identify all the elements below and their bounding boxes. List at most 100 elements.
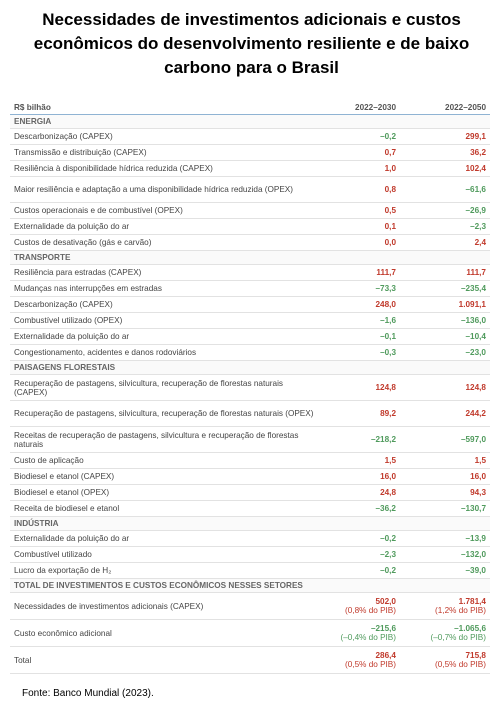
table-row: Biodiesel e etanol (CAPEX) 16,0 16,0 [10, 468, 490, 485]
value-cell: 1.781,4 (1,2% do PIB) [400, 592, 490, 620]
value-cell: 16,0 [400, 468, 490, 485]
table-row: Resiliência para estradas (CAPEX) 111,7 11… [10, 264, 490, 281]
value-cell: 16,0 [320, 468, 400, 485]
value-cell: –0,1 [320, 328, 400, 345]
table-row: Receita de biodiesel e etanol –36,2 –130,7 [10, 500, 490, 517]
value-note: (–0,4% do PIB) [340, 633, 396, 642]
table-row: Recuperação de pastagens, silvicultura, … [10, 400, 490, 427]
value-cell: –26,9 [400, 202, 490, 219]
row-label: Lucro da exportação de H₂ [10, 562, 320, 579]
value-cell: 111,7 [320, 264, 400, 281]
row-label: Total [10, 646, 320, 674]
section-row: TOTAL DE INVESTIMENTOS E CUSTOS ECONÔMIC… [10, 578, 490, 593]
value-cell: –0,3 [320, 344, 400, 361]
row-label: Necessidades de investimentos adicionais… [10, 592, 320, 620]
table-body: ENERGIA Descarbonização (CAPEX) –0,2 299,1 T… [10, 114, 490, 674]
row-label: Biodiesel e etanol (OPEX) [10, 484, 320, 501]
row-label: Maior resiliência e adaptação a uma disp… [10, 176, 320, 203]
value-cell: –0,2 [320, 562, 400, 579]
table-row: Maior resiliência e adaptação a uma disp… [10, 176, 490, 203]
value-cell: 248,0 [320, 296, 400, 313]
value-cell: 0,0 [320, 234, 400, 251]
value-cell: 89,2 [320, 400, 400, 427]
section-title: TRANSPORTE [10, 250, 490, 265]
table-row: Custos operacionais e de combustível (OP… [10, 202, 490, 219]
table-row: Externalidade da poluição do ar 0,1 –2,3 [10, 218, 490, 235]
value: 715,8 [465, 651, 487, 660]
source: Fonte: Banco Mundial (2023). [22, 688, 154, 699]
value-note: (0,5% do PIB) [435, 660, 486, 669]
table-row: Combustível utilizado –2,3 –132,0 [10, 546, 490, 563]
section-row: INDÚSTRIA [10, 516, 490, 531]
section-row: TRANSPORTE [10, 250, 490, 265]
value-cell: 124,8 [320, 374, 400, 401]
value-cell: –23,0 [400, 344, 490, 361]
row-label: Resiliência à disponibilidade hídrica re… [10, 160, 320, 177]
row-label: Biodiesel e etanol (CAPEX) [10, 468, 320, 485]
section-row: ENERGIA [10, 114, 490, 129]
value: –1.065,6 [454, 624, 486, 633]
value-cell: 1.091,1 [400, 296, 490, 313]
value: –215,6 [370, 624, 396, 633]
value: 1.781,4 [458, 597, 486, 606]
value-cell: –132,0 [400, 546, 490, 563]
value-cell: –39,0 [400, 562, 490, 579]
table-row: Descarbonização (CAPEX) 248,0 1.091,1 [10, 296, 490, 313]
header-cell: 2022–2030 [320, 100, 400, 115]
value: 502,0 [375, 597, 397, 606]
value-cell: –36,2 [320, 500, 400, 517]
value-cell: –130,7 [400, 500, 490, 517]
value-cell: –13,9 [400, 530, 490, 547]
section-title: ENERGIA [10, 114, 490, 129]
value-cell: 502,0 (0,8% do PIB) [320, 592, 400, 620]
table-row: Custo de aplicação 1,5 1,5 [10, 452, 490, 469]
value-cell: –597,0 [400, 426, 490, 453]
row-label: Combustível utilizado (OPEX) [10, 312, 320, 329]
header-cell: R$ bilhão [10, 100, 320, 115]
value-cell: –136,0 [400, 312, 490, 329]
table-row: Externalidade da poluição do ar –0,2 –13,9 [10, 530, 490, 547]
row-label: Custo econômico adicional [10, 619, 320, 647]
row-label: Transmissão e distribuição (CAPEX) [10, 144, 320, 161]
section-title: INDÚSTRIA [10, 516, 490, 531]
row-label: Combustível utilizado [10, 546, 320, 563]
value-cell: –218,2 [320, 426, 400, 453]
value-cell: 2,4 [400, 234, 490, 251]
table-row: Receitas de recuperação de pastagens, si… [10, 426, 490, 453]
table-row: Mudanças nas interrupções em estradas –73… [10, 280, 490, 297]
total-row: Necessidades de investimentos adicionais… [10, 592, 490, 620]
value-note: (0,5% do PIB) [345, 660, 396, 669]
row-label: Resiliência para estradas (CAPEX) [10, 264, 320, 281]
row-label: Recuperação de pastagens, silvicultura, … [10, 400, 320, 427]
table-row: Lucro da exportação de H₂ –0,2 –39,0 [10, 562, 490, 579]
value-cell: –61,6 [400, 176, 490, 203]
row-label: Congestionamento, acidentes e danos rodo… [10, 344, 320, 361]
table-row: Resiliência à disponibilidade hídrica re… [10, 160, 490, 177]
value-cell: –73,3 [320, 280, 400, 297]
value-cell: 102,4 [400, 160, 490, 177]
row-label: Mudanças nas interrupções em estradas [10, 280, 320, 297]
row-label: Externalidade da poluição do ar [10, 530, 320, 547]
value-cell: –2,3 [400, 218, 490, 235]
value-cell: 1,5 [400, 452, 490, 469]
value-cell: –215,6 (–0,4% do PIB) [320, 619, 400, 647]
section-title: TOTAL DE INVESTIMENTOS E CUSTOS ECONÔMIC… [10, 578, 490, 593]
value-cell: 286,4 (0,5% do PIB) [320, 646, 400, 674]
value-cell: 0,7 [320, 144, 400, 161]
total-row: Custo econômico adicional –215,6 (–0,4% do… [10, 619, 490, 647]
value-cell: 0,8 [320, 176, 400, 203]
value-note: (1,2% do PIB) [435, 606, 486, 615]
value-cell: 299,1 [400, 128, 490, 145]
table-row: Transmissão e distribuição (CAPEX) 0,7 36,… [10, 144, 490, 161]
value-cell: 1,0 [320, 160, 400, 177]
value-cell: –0,2 [320, 530, 400, 547]
table-row: Biodiesel e etanol (OPEX) 24,8 94,3 [10, 484, 490, 501]
value-cell: 24,8 [320, 484, 400, 501]
value-note: (0,8% do PIB) [345, 606, 396, 615]
row-label: Custos operacionais e de combustível (OP… [10, 202, 320, 219]
value-note: (–0,7% do PIB) [430, 633, 486, 642]
value: 286,4 [375, 651, 397, 660]
value-cell: 111,7 [400, 264, 490, 281]
row-label: Receita de biodiesel e etanol [10, 500, 320, 517]
